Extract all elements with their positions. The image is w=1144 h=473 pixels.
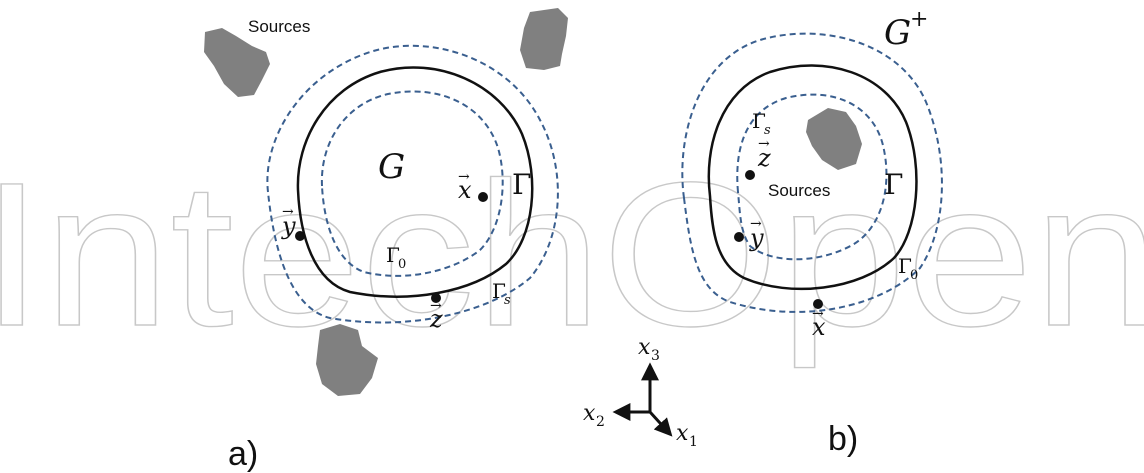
gamma-0-symbol: Γ [386,243,400,267]
inner-dashed-curve-gamma-0 [320,90,504,277]
svg-text:y: y [281,212,296,240]
caption-b: b) [828,420,858,458]
coordinate-axes: x 3 x 2 x 1 [583,335,698,450]
point-x-label-b: x → [812,306,826,341]
svg-text:+: + [910,7,928,32]
gamma-s-label-a: Γ s [492,279,511,308]
point-y-dot [295,231,305,241]
point-z-label-b: z → [757,136,771,172]
gamma-0-subscript: 0 [398,257,406,272]
point-y-dot-b [734,232,744,242]
source-blob-top-right [520,8,568,70]
gamma-label-b: Γ [884,168,903,201]
sources-label-b: Sources [768,181,830,200]
source-blob-bottom [316,324,378,396]
svg-text:→: → [758,136,770,152]
svg-text:→: → [812,306,824,322]
svg-text:Γ: Γ [752,109,766,133]
svg-text:0: 0 [910,268,918,283]
inner-dashed-curve-gamma-s [736,93,888,261]
gamma-0-label-b: Γ 0 [898,254,918,283]
gamma-s-symbol: Γ [492,279,506,303]
caption-a: a) [228,435,258,473]
svg-text:→: → [750,216,762,232]
svg-text:2: 2 [596,414,605,430]
svg-text:→: → [430,298,442,314]
panel-b: G + Sources Γ Γ s Γ 0 z → y → x → b) [681,7,943,458]
point-z-dot-b [745,170,755,180]
point-x-dot-b [813,299,823,309]
axis-x2-label: x 2 [583,401,605,430]
gamma-label-a: Γ [512,168,531,201]
watermark-text: IntechOpen [0,140,1144,369]
svg-text:1: 1 [689,434,698,450]
svg-text:x: x [676,421,689,446]
outer-dashed-curve-gamma-0 [681,32,943,313]
svg-text:z: z [429,305,443,333]
svg-text:s: s [764,123,771,138]
gamma-s-subscript: s [504,293,511,308]
svg-text:y: y [749,224,764,252]
axis-x1-arrow [648,410,673,437]
panel-a: Sources G Γ Γ 0 Γ s x → y → z → a) [204,8,568,473]
point-z-dot [431,293,441,303]
point-y-label-a: y → [281,204,296,240]
gamma-s-label-b: Γ s [752,109,771,138]
svg-text:x: x [812,313,826,341]
axis-x3-label: x 3 [638,335,660,364]
outer-dashed-curve-gamma-s [266,44,559,324]
region-label-g: G [378,147,405,187]
region-label-g-plus: G + [884,7,928,53]
svg-text:→: → [282,204,294,220]
gamma-0-label-a: Γ 0 [386,243,406,272]
boundary-curve-gamma [296,66,534,298]
svg-text:Γ: Γ [898,254,912,278]
svg-text:G: G [884,13,911,53]
axis-x1-label: x 1 [676,421,698,450]
point-x-label-a: x → [458,169,472,204]
svg-text:x: x [458,176,472,204]
boundary-curve-gamma-b [707,64,918,291]
point-x-dot [478,192,488,202]
source-blob-center [806,108,862,170]
svg-text:z: z [757,144,771,172]
source-blob-top-left [204,28,270,97]
svg-text:→: → [458,169,470,185]
sources-label-a: Sources [248,17,310,36]
point-z-label-a: z → [429,298,443,333]
point-y-label-b: y → [749,216,764,252]
svg-text:x: x [583,401,596,426]
svg-text:x: x [638,335,651,360]
svg-text:3: 3 [651,348,660,364]
